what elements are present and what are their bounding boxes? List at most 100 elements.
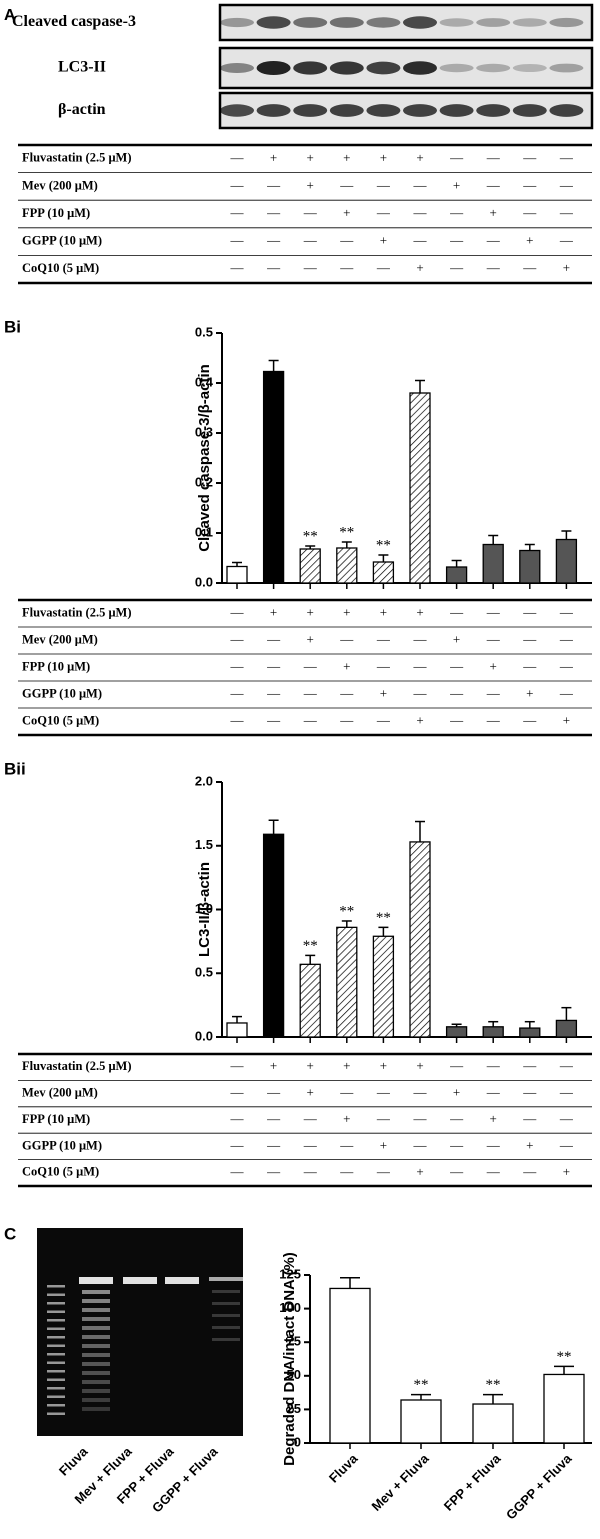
table-cell: — — [303, 712, 318, 727]
blot-band — [403, 61, 437, 75]
y-tick-label: 75 — [287, 1334, 301, 1349]
table-cell: — — [266, 1085, 281, 1100]
table-row-label: GGPP (10 μM) — [22, 1138, 102, 1152]
table-cell: + — [270, 1058, 277, 1073]
blot-band — [476, 104, 511, 117]
y-tick-label: 0.1 — [195, 524, 213, 539]
blot-band — [403, 104, 437, 117]
table-cell: — — [339, 712, 354, 727]
bar — [409, 841, 431, 1038]
table-cell: — — [266, 205, 281, 220]
blot-band — [403, 16, 437, 29]
table-cell: + — [416, 260, 423, 275]
gel-smear — [212, 1302, 240, 1305]
table-row-label: Mev (200 μM) — [22, 178, 98, 192]
table-cell: — — [266, 233, 281, 248]
gel-ladder-band — [47, 1370, 65, 1373]
table-cell: — — [376, 1085, 391, 1100]
blot-band — [293, 104, 328, 117]
y-tick-label: 0.5 — [195, 324, 213, 339]
bar — [482, 1026, 504, 1038]
gel-smear — [212, 1290, 240, 1293]
table-cell: — — [413, 1137, 428, 1152]
table-cell: — — [413, 631, 428, 646]
table-cell: — — [230, 1164, 245, 1179]
table-cell: + — [307, 1058, 314, 1073]
table-row-label: Fluvastatin (2.5 μM) — [22, 605, 132, 619]
gel-band — [123, 1277, 157, 1284]
y-tick-label: 0.2 — [195, 474, 213, 489]
gel-ladder-band — [47, 1404, 65, 1407]
table-cell: — — [230, 205, 245, 220]
table-cell: — — [376, 712, 391, 727]
table-cell: — — [303, 685, 318, 700]
table-row-label: CoQ10 (5 μM) — [22, 261, 99, 275]
table-cell: — — [339, 1137, 354, 1152]
table-cell: — — [449, 1111, 464, 1126]
panel-label: Bii — [4, 759, 26, 778]
bar — [299, 963, 321, 1038]
table-cell: — — [230, 604, 245, 619]
y-tick-label: 50 — [287, 1367, 301, 1382]
table-cell: — — [339, 631, 354, 646]
bar — [519, 549, 541, 584]
table-cell: — — [559, 631, 574, 646]
bar — [372, 935, 395, 1038]
table-cell: — — [486, 1058, 501, 1073]
blot-band — [366, 17, 401, 28]
bar — [329, 1287, 371, 1444]
gel — [37, 1228, 243, 1436]
bar — [409, 392, 431, 584]
blot-band — [220, 104, 254, 117]
table-cell: — — [303, 1164, 318, 1179]
table-cell: + — [416, 1164, 423, 1179]
table-cell: — — [559, 1085, 574, 1100]
table-cell: — — [486, 177, 501, 192]
table-cell: — — [303, 233, 318, 248]
table-cell: — — [303, 658, 318, 673]
blot-band — [439, 18, 474, 27]
table-cell: — — [559, 604, 574, 619]
bar — [336, 926, 358, 1038]
table-cell: — — [230, 1137, 245, 1152]
panel-label: C — [4, 1224, 16, 1243]
gel-smear — [82, 1344, 110, 1348]
table-cell: — — [266, 1137, 281, 1152]
table-cell: + — [416, 1058, 423, 1073]
blot-label: β-actin — [58, 101, 106, 118]
table-cell: — — [339, 260, 354, 275]
table-cell: — — [449, 1137, 464, 1152]
table-cell: — — [230, 658, 245, 673]
blot-band — [293, 61, 328, 75]
table-cell: — — [559, 1137, 574, 1152]
table-cell: — — [266, 685, 281, 700]
table-cell: + — [526, 233, 533, 248]
blot-band — [476, 63, 511, 73]
table-cell: + — [490, 658, 497, 673]
table-cell: — — [339, 233, 354, 248]
table-cell: + — [307, 150, 314, 165]
table-row-label: FPP (10 μM) — [22, 659, 90, 673]
bar — [519, 1027, 541, 1038]
table-cell: — — [522, 205, 537, 220]
table-cell: — — [230, 150, 245, 165]
y-tick-label: 2.0 — [195, 773, 213, 788]
significance: ** — [303, 938, 318, 954]
y-axis-title: Cleaved caspase-3/β-actin — [196, 364, 213, 552]
table-cell: — — [449, 260, 464, 275]
table-cell: + — [380, 1137, 387, 1152]
table-cell: + — [526, 685, 533, 700]
gel-ladder-band — [47, 1395, 65, 1398]
table-cell: — — [522, 1058, 537, 1073]
blot-band — [549, 17, 584, 28]
table-cell: — — [376, 631, 391, 646]
blot — [218, 46, 594, 90]
table-cell: — — [339, 177, 354, 192]
table-row-label: FPP (10 μM) — [22, 206, 90, 220]
table-cell: — — [522, 177, 537, 192]
blot-band — [293, 17, 328, 28]
blot-label: LC3-II — [58, 59, 106, 76]
table-cell: + — [563, 712, 570, 727]
table-cell: + — [343, 205, 350, 220]
